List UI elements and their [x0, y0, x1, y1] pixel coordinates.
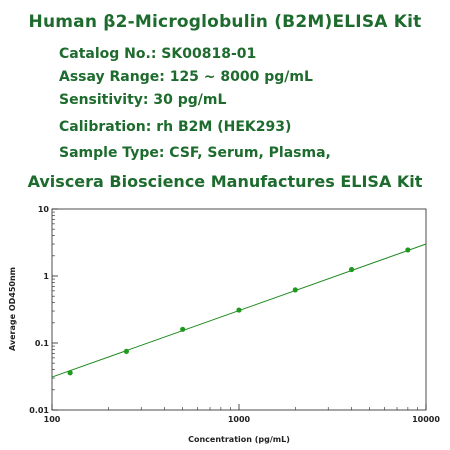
y-axis-label: Average OD450nm	[8, 267, 17, 351]
catalog-number: Catalog No.: SK00818-01	[59, 46, 257, 62]
y-tick-label: 10	[38, 205, 50, 214]
product-title: Human β2-Microglobulin (B2M)ELISA Kit	[28, 12, 422, 32]
y-tick-label: 0.1	[35, 339, 50, 348]
y-tick-label: 0.01	[29, 406, 49, 415]
x-tick-label: 100	[44, 415, 61, 424]
data-point	[180, 326, 186, 332]
data-point	[405, 247, 411, 253]
data-point	[292, 287, 298, 293]
calibration: Calibration: rh B2M (HEK293)	[59, 119, 292, 135]
manufacturer-banner: Aviscera Bioscience Manufactures ELISA K…	[27, 172, 423, 191]
data-point	[67, 370, 73, 376]
data-point	[348, 266, 355, 273]
assay-range: Assay Range: 125 ~ 8000 pg/mL	[59, 69, 313, 85]
standard-curve-chart: 100 1000 10000 0.01 0.1 1 10 Concentration (pg…	[8, 205, 440, 444]
data-point	[123, 348, 130, 354]
sample-type: Sample Type: CSF, Serum, Plasma,	[59, 145, 331, 161]
sensitivity: Sensitivity: 30 pg/mL	[59, 92, 227, 108]
data-point	[236, 307, 242, 313]
y-tick-label: 1	[43, 272, 49, 281]
x-axis-label: Concentration (pg/mL)	[188, 435, 290, 444]
x-tick-label: 10000	[412, 415, 440, 424]
x-tick-label: 1000	[228, 415, 251, 424]
